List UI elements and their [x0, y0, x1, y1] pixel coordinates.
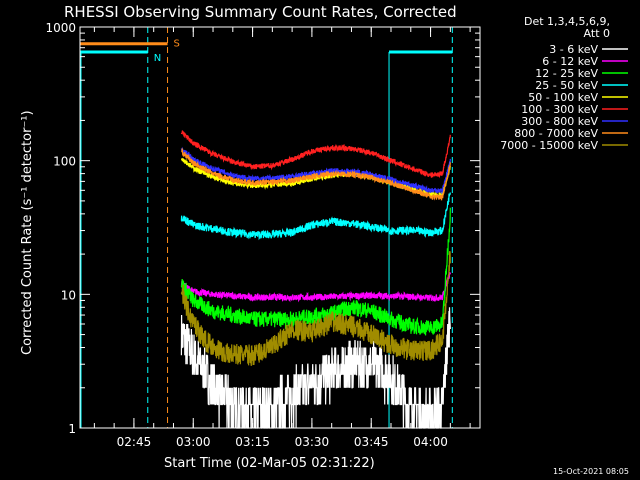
legend-label: 7000 - 15000 keV [500, 139, 598, 152]
x-tick-label: 03:45 [354, 435, 389, 449]
series-line-25-50-kev [180, 192, 451, 241]
x-tick-label: 03:15 [235, 435, 270, 449]
series-line-6-12-kev [180, 272, 451, 303]
y-tick-label: 1000 [45, 21, 76, 35]
legend-header-line2: Att 0 [584, 27, 610, 40]
series-line-7000-15000-kev [180, 250, 451, 366]
y-tick-label: 1 [68, 422, 76, 436]
x-axis: 02:45 03:00 03:15 03:30 03:45 04:00 [93, 27, 471, 449]
legend-label: 3 - 6 keV [549, 43, 598, 56]
series-line-100-300-kev [180, 130, 451, 179]
timestamp: 15-Oct-2021 08:05 [553, 467, 629, 476]
chart-title: RHESSI Observing Summary Count Rates, Co… [64, 3, 457, 21]
series-line-12-25-kev [180, 207, 451, 336]
y-axis: 1 10 100 1000 [45, 21, 480, 436]
y-tick-label: 10 [61, 288, 76, 302]
series-line-300-800-kev [180, 146, 451, 195]
legend-label: 6 - 12 keV [542, 55, 598, 68]
y-tick-label: 100 [53, 155, 76, 169]
legend-label: 800 - 7000 keV [514, 127, 598, 140]
x-axis-title: Start Time (02-Mar-05 02:31:22) [164, 456, 375, 471]
x-tick-label: 03:30 [295, 435, 330, 449]
x-tick-label: 04:00 [413, 435, 448, 449]
y-axis-title: Corrected Count Rate (s⁻¹ detector⁻¹) [20, 110, 35, 355]
series-line-3-6-kev [180, 307, 451, 429]
legend-header-line1: Det 1,3,4,5,6,9, [524, 15, 610, 28]
plot-area: NS [80, 27, 453, 429]
legend-label: 50 - 100 keV [528, 91, 598, 104]
legend-label: 300 - 800 keV [521, 115, 598, 128]
plot-frame [79, 26, 481, 429]
flag-label-n: N [154, 53, 161, 64]
x-tick-label: 02:45 [117, 435, 152, 449]
legend-label: 25 - 50 keV [535, 79, 598, 92]
series-line-800-7000-kev [181, 147, 451, 201]
legend-label: 100 - 300 keV [521, 103, 598, 116]
legend-label: 12 - 25 keV [535, 67, 598, 80]
x-tick-label: 03:00 [176, 435, 211, 449]
flag-label-s: S [174, 39, 180, 50]
